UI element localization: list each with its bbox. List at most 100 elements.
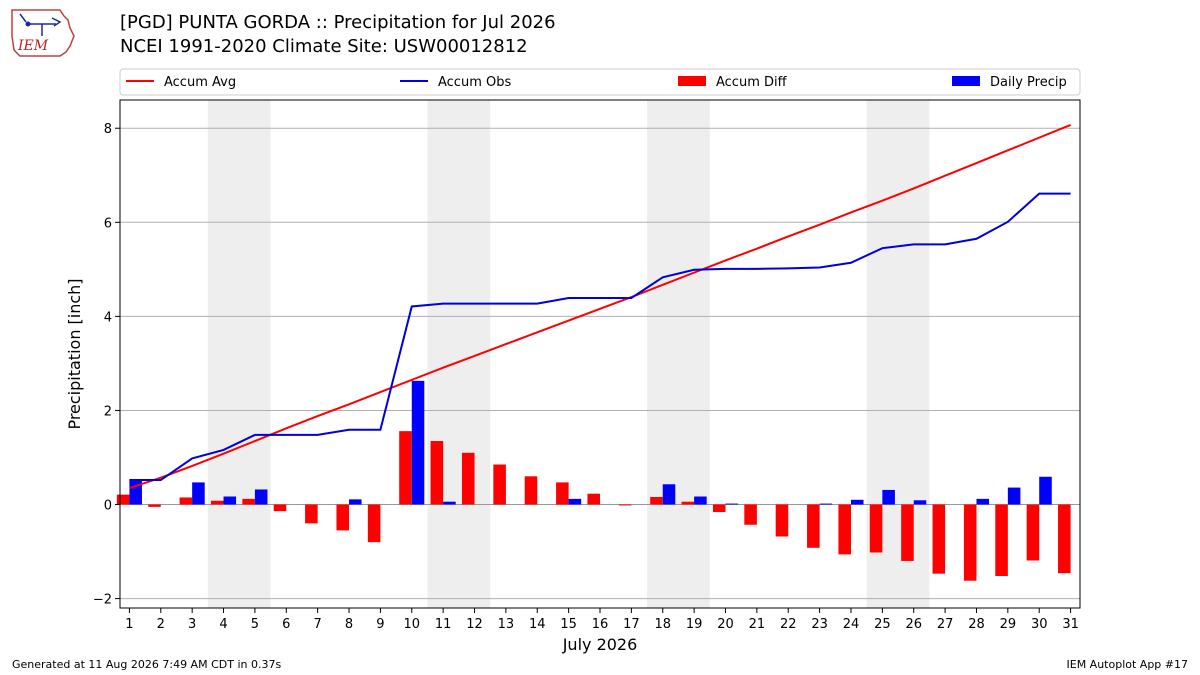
accum-diff-bar bbox=[807, 504, 820, 548]
daily-precip-bar bbox=[223, 496, 237, 505]
x-tick-label: 27 bbox=[937, 617, 954, 632]
accum-diff-bar bbox=[556, 482, 569, 505]
x-tick-label: 31 bbox=[1062, 617, 1079, 632]
chart-title: [PGD] PUNTA GORDA :: Precipitation for J… bbox=[120, 12, 556, 33]
x-tick-label: 20 bbox=[717, 617, 734, 632]
accum-diff-bar bbox=[399, 431, 412, 505]
daily-precip-bar bbox=[913, 500, 927, 505]
accum-diff-bar bbox=[430, 441, 444, 505]
x-tick-label: 16 bbox=[592, 617, 609, 632]
accum-diff-bar bbox=[712, 504, 726, 513]
accum-diff-bar bbox=[493, 464, 506, 505]
x-tick-label: 14 bbox=[529, 617, 546, 632]
x-tick-label: 28 bbox=[968, 617, 985, 632]
legend-box bbox=[119, 68, 1081, 96]
x-tick-label: 12 bbox=[466, 617, 483, 632]
x-tick-label: 4 bbox=[219, 617, 227, 632]
daily-precip-bar bbox=[694, 496, 707, 505]
x-tick-label: 24 bbox=[843, 617, 860, 632]
accum-diff-bar bbox=[838, 504, 851, 555]
y-tick-label: 4 bbox=[104, 310, 112, 325]
x-tick-label: 19 bbox=[686, 617, 703, 632]
accum-diff-bar bbox=[618, 504, 632, 506]
x-tick-label: 21 bbox=[749, 617, 766, 632]
y-tick-label: 2 bbox=[104, 404, 112, 419]
accum-diff-bar bbox=[116, 494, 130, 505]
accum-diff-bar bbox=[587, 493, 600, 505]
daily-precip-bar bbox=[725, 503, 739, 505]
daily-precip-bar bbox=[192, 482, 205, 505]
x-tick-label: 11 bbox=[435, 617, 452, 632]
iem-logo: IEM bbox=[11, 9, 75, 57]
daily-precip-bar bbox=[254, 489, 268, 505]
x-tick-label: 5 bbox=[251, 617, 259, 632]
y-tick-label: 8 bbox=[104, 122, 112, 137]
accum-diff-bar bbox=[210, 500, 224, 505]
accum-diff-bar bbox=[305, 504, 318, 524]
legend-label-accum-obs: Accum Obs bbox=[438, 75, 511, 90]
legend-label-accum-diff: Accum Diff bbox=[716, 75, 788, 90]
legend: Accum Avg Accum Obs Accum Diff Daily Precip bbox=[119, 68, 1081, 96]
legend-swatch-daily-precip bbox=[952, 76, 980, 86]
daily-precip-bar bbox=[819, 503, 833, 505]
daily-precip-bar bbox=[976, 498, 990, 505]
x-tick-label: 18 bbox=[654, 617, 671, 632]
accum-diff-bar bbox=[775, 504, 789, 537]
accum-diff-bar bbox=[273, 504, 287, 512]
accum-diff-bar bbox=[336, 504, 350, 531]
x-tick-label: 13 bbox=[498, 617, 515, 632]
accum-diff-bar bbox=[461, 452, 475, 505]
y-tick-label: 6 bbox=[104, 216, 112, 231]
accum-diff-bar bbox=[1058, 504, 1071, 574]
x-tick-label: 10 bbox=[403, 617, 420, 632]
y-tick-label: −2 bbox=[93, 593, 112, 608]
x-tick-label: 8 bbox=[345, 617, 353, 632]
daily-precip-bar bbox=[349, 499, 362, 505]
x-tick-label: 26 bbox=[905, 617, 922, 632]
footer-app: IEM Autoplot App #17 bbox=[1066, 658, 1189, 671]
accum-diff-bar bbox=[963, 504, 977, 581]
accum-diff-bar bbox=[681, 501, 695, 505]
daily-precip-bar bbox=[1007, 487, 1021, 505]
accum-diff-bar bbox=[744, 504, 757, 525]
x-tick-label: 15 bbox=[560, 617, 577, 632]
x-tick-label: 25 bbox=[874, 617, 891, 632]
daily-precip-bar bbox=[850, 499, 864, 505]
accum-diff-bar bbox=[932, 504, 946, 574]
daily-precip-bar bbox=[1039, 476, 1052, 505]
accum-diff-bar bbox=[901, 504, 914, 561]
accum-diff-bar bbox=[242, 498, 255, 505]
x-tick-label: 2 bbox=[157, 617, 165, 632]
x-tick-label: 7 bbox=[314, 617, 322, 632]
x-tick-label: 9 bbox=[376, 617, 384, 632]
x-tick-label: 1 bbox=[125, 617, 133, 632]
weekend-shade-3 bbox=[647, 100, 710, 608]
x-tick-label: 17 bbox=[623, 617, 640, 632]
accum-diff-bar bbox=[869, 504, 883, 553]
y-axis-label: Precipitation [inch] bbox=[65, 278, 84, 429]
accum-diff-bar bbox=[367, 504, 381, 543]
x-tick-label: 29 bbox=[1000, 617, 1017, 632]
y-tick-label: 0 bbox=[104, 499, 112, 514]
accum-diff-bar bbox=[650, 496, 663, 505]
footer-generated: Generated at 11 Aug 2026 7:49 AM CDT in … bbox=[12, 658, 282, 671]
legend-label-accum-avg: Accum Avg bbox=[164, 75, 236, 90]
x-tick-label: 6 bbox=[282, 617, 290, 632]
daily-precip-bar bbox=[568, 498, 582, 505]
legend-swatch-accum-diff bbox=[678, 76, 706, 86]
x-tick-label: 22 bbox=[780, 617, 797, 632]
accum-avg-line bbox=[129, 124, 1071, 490]
accum-diff-bar bbox=[995, 504, 1008, 577]
daily-precip-bar bbox=[411, 380, 425, 505]
svg-text:IEM: IEM bbox=[17, 38, 49, 54]
accum-diff-bar bbox=[524, 476, 538, 505]
x-tick-label: 3 bbox=[188, 617, 196, 632]
accum-diff-bar bbox=[1026, 504, 1040, 561]
accum-obs-line bbox=[129, 192, 1071, 482]
x-tick-label: 23 bbox=[811, 617, 828, 632]
x-axis-label: July 2026 bbox=[562, 635, 638, 654]
weekend-shade-1 bbox=[207, 100, 271, 608]
accum-diff-bar bbox=[179, 497, 193, 505]
chart-subtitle: NCEI 1991-2020 Climate Site: USW00012812 bbox=[120, 36, 528, 57]
